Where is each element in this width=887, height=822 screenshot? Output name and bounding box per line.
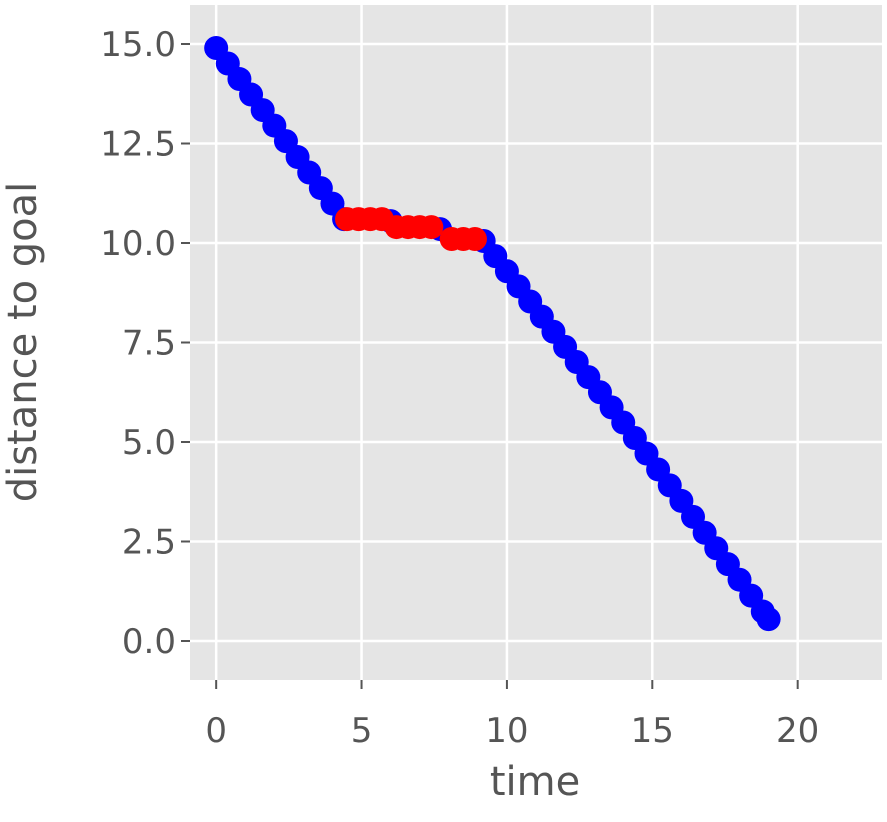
y-tick-label: 0.0 xyxy=(122,622,176,662)
y-tick-label: 5.0 xyxy=(122,423,176,463)
x-tick-label: 20 xyxy=(776,711,819,751)
x-tick-label: 15 xyxy=(631,711,674,751)
x-tick-label: 10 xyxy=(485,711,528,751)
x-tick-label: 0 xyxy=(205,711,227,751)
y-axis-label: distance to goal xyxy=(0,182,46,503)
y-tick-label: 12.5 xyxy=(100,125,176,165)
x-tick-label: 5 xyxy=(351,711,373,751)
point xyxy=(756,607,781,632)
x-axis-label: time xyxy=(490,759,580,805)
y-tick-label: 10.0 xyxy=(100,224,176,264)
y-tick-label: 15.0 xyxy=(100,25,176,65)
point xyxy=(419,215,444,240)
point xyxy=(462,227,487,252)
y-tick-label: 7.5 xyxy=(122,324,176,364)
y-tick-label: 2.5 xyxy=(122,522,176,562)
